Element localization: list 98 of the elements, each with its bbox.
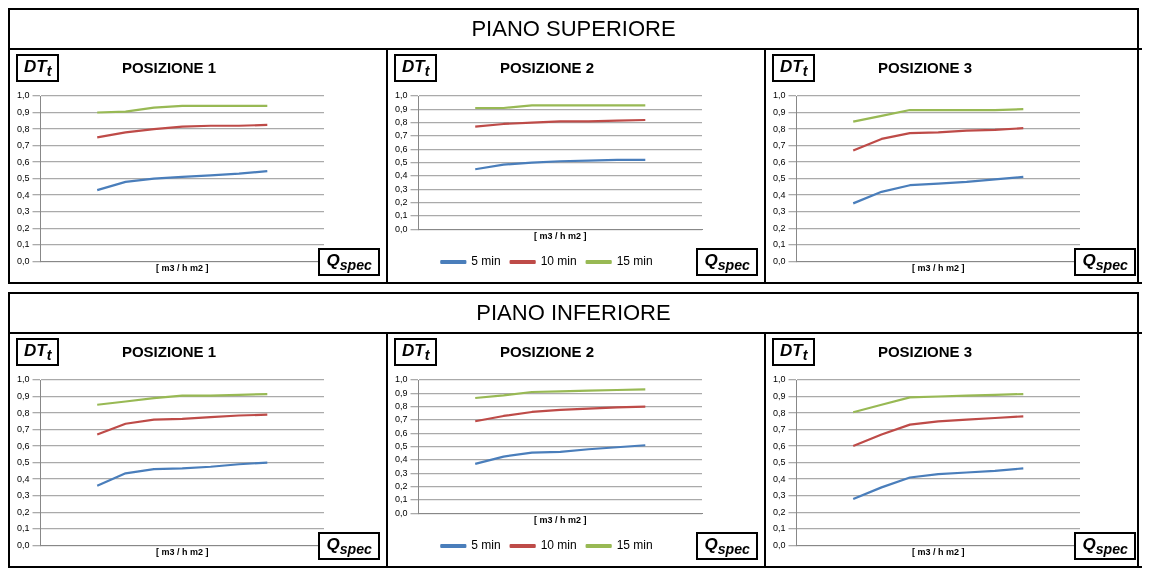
y-tick-label: 0,8 [17, 407, 30, 418]
y-tick-label: 0,4 [773, 189, 786, 200]
y-tick-label: 0,3 [773, 206, 786, 217]
y-tick-label: 1,0 [773, 90, 786, 101]
legend-label: 10 min [540, 538, 577, 553]
y-tick-label: 0,9 [395, 387, 408, 398]
y-tick-label: 0,3 [773, 490, 786, 501]
chart-title: POSIZIONE 2 [499, 343, 595, 361]
legend-label: 5 min [471, 254, 501, 269]
text: Q$_{spec}$ [318, 531, 380, 560]
y-tick-label: 0,7 [395, 414, 408, 425]
y-tick-label: 0,6 [395, 143, 408, 154]
y-tick-label: 0,1 [17, 239, 30, 250]
chart-title: POSIZIONE 3 [877, 59, 973, 77]
y-tick-label: 0,1 [773, 239, 786, 250]
y-tick-label: 1,0 [395, 374, 408, 385]
y-tick-label: 0,7 [773, 424, 786, 435]
x-axis-title: [ m3 / h m2 ] [534, 231, 587, 242]
x-axis-title: [ m3 / h m2 ] [156, 263, 209, 274]
y-tick-label: 0,8 [395, 117, 408, 128]
y-tick-label: 0,2 [773, 506, 786, 517]
text: PIANO SUPERIORE [8, 8, 1139, 48]
y-tick-label: 0,3 [395, 183, 408, 194]
y-tick-label: 0,5 [395, 441, 408, 452]
y-tick-label: 0,5 [773, 173, 786, 184]
y-tick-label: 0,2 [395, 481, 408, 492]
y-tick-label: 0,4 [395, 454, 408, 465]
y-tick-label: 0,0 [395, 507, 408, 518]
y-tick-label: 0,6 [395, 427, 408, 438]
legend-label: 5 min [471, 538, 501, 553]
y-tick-label: 0,5 [17, 457, 30, 468]
y-tick-label: 0,6 [773, 156, 786, 167]
y-tick-label: 0,1 [773, 523, 786, 534]
y-tick-label: 0,7 [17, 424, 30, 435]
y-tick-label: 0,3 [17, 206, 30, 217]
y-tick-label: 0,6 [17, 440, 30, 451]
y-tick-label: 0,2 [395, 197, 408, 208]
y-tick-label: 0,1 [395, 210, 408, 221]
text: PIANO INFERIORE [8, 292, 1139, 332]
y-tick-label: 0,0 [773, 255, 786, 266]
y-tick-label: 0,0 [395, 223, 408, 234]
y-tick-label: 0,9 [17, 391, 30, 401]
chart-title: POSIZIONE 1 [121, 59, 217, 77]
y-axis-title: DT$_{t}$ [772, 54, 816, 83]
y-tick-label: 0,5 [17, 173, 30, 184]
y-tick-label: 0,4 [17, 473, 30, 484]
y-tick-label: 0,2 [773, 222, 786, 233]
y-tick-label: 0,2 [17, 506, 30, 517]
x-axis-title: [ m3 / h m2 ] [912, 263, 965, 274]
y-tick-label: 0,9 [773, 391, 786, 401]
y-tick-label: 0,0 [773, 539, 786, 550]
y-axis-title: DT$_{t}$ [394, 54, 438, 83]
y-tick-label: 0,0 [17, 255, 30, 266]
x-axis-title: [ m3 / h m2 ] [912, 547, 965, 558]
x-axis-title: [ m3 / h m2 ] [156, 547, 209, 558]
y-tick-label: 0,6 [17, 156, 30, 167]
y-tick-label: 0,8 [773, 407, 786, 418]
y-tick-label: 0,4 [17, 189, 30, 200]
y-tick-label: 0,3 [17, 490, 30, 501]
y-axis-title: DT$_{t}$ [16, 338, 60, 367]
y-tick-label: 0,5 [773, 457, 786, 468]
y-tick-label: 0,7 [17, 140, 30, 151]
y-tick-label: 0,6 [773, 440, 786, 451]
y-tick-label: 1,0 [17, 90, 30, 101]
text: Q$_{spec}$ [1074, 531, 1136, 560]
y-tick-label: 0,9 [773, 107, 786, 117]
y-tick-label: 0,0 [17, 539, 30, 550]
text: Q$_{spec}$ [1074, 247, 1136, 276]
y-tick-label: 0,8 [773, 123, 786, 134]
y-tick-label: 1,0 [17, 374, 30, 385]
text: Q$_{spec}$ [696, 247, 758, 276]
y-tick-label: 0,8 [17, 123, 30, 134]
text: Q$_{spec}$ [318, 247, 380, 276]
y-axis-title: DT$_{t}$ [772, 338, 816, 367]
legend-label: 15 min [616, 254, 653, 269]
y-tick-label: 0,9 [395, 103, 408, 114]
y-tick-label: 0,2 [17, 222, 30, 233]
y-axis-title: DT$_{t}$ [394, 338, 438, 367]
y-tick-label: 0,4 [395, 170, 408, 181]
x-axis-title: [ m3 / h m2 ] [534, 515, 587, 526]
y-tick-label: 0,1 [395, 494, 408, 505]
y-axis-title: DT$_{t}$ [16, 54, 60, 83]
y-tick-label: 0,9 [17, 107, 30, 117]
text: Q$_{spec}$ [696, 531, 758, 560]
y-tick-label: 0,1 [17, 523, 30, 534]
y-tick-label: 0,4 [773, 473, 786, 484]
legend-label: 10 min [540, 254, 577, 269]
chart-title: POSIZIONE 2 [499, 59, 595, 77]
legend-label: 15 min [616, 538, 653, 553]
y-tick-label: 0,7 [773, 140, 786, 151]
y-tick-label: 1,0 [395, 90, 408, 101]
chart-title: POSIZIONE 1 [121, 343, 217, 361]
y-tick-label: 0,7 [395, 130, 408, 141]
y-tick-label: 0,8 [395, 401, 408, 412]
y-tick-label: 0,5 [395, 157, 408, 168]
y-tick-label: 1,0 [773, 374, 786, 385]
chart-title: POSIZIONE 3 [877, 343, 973, 361]
y-tick-label: 0,3 [395, 467, 408, 478]
